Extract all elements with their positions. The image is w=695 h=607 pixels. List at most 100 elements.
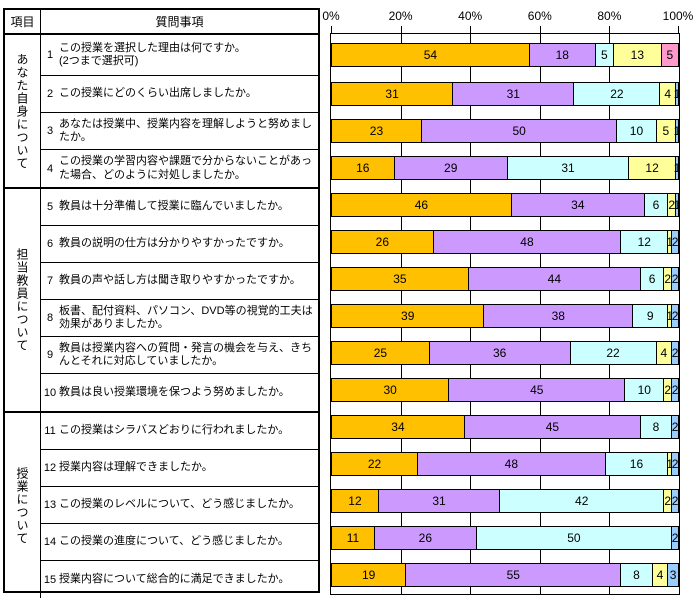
bar-segment-purple: 36	[428, 340, 570, 365]
question-text: 授業内容について総合的に満足できましたか。	[59, 573, 318, 587]
bar-segment-blue: 2	[671, 266, 679, 291]
bar-segment-gold: 19	[331, 562, 406, 587]
question-text-line: 教員の声や話し方は聞き取りやすかったですか。	[59, 274, 301, 287]
bar-segment-value: 31	[561, 160, 575, 175]
bar-segment-blue: 2	[671, 525, 679, 550]
question-text-line: 教員は十分準備して授業に臨んでいましたか。	[59, 200, 289, 213]
bar-segment-cyan: 22	[569, 340, 656, 365]
bar-segment-purple: 34	[510, 192, 644, 217]
bar-row: 30 45 10 2 2	[331, 371, 679, 408]
question-text: あなたは授業中、授業内容を理解しようと努めましたか。	[59, 118, 318, 145]
bar-segment-value: 1	[666, 308, 674, 323]
table-groups: あなた自身について 1 この授業を選択した理由は何ですか。 (2つまで選択可) 2 この授…	[5, 35, 318, 598]
bar-segment-value: 22	[367, 456, 382, 471]
bar-segment-cyan: 31	[506, 155, 629, 180]
axis-tick-mark	[678, 26, 679, 34]
question-text: この授業の進度について、どう感じましたか。	[59, 535, 318, 549]
bar-segment-value: 23	[369, 123, 384, 138]
bar-segment-blue: 3	[667, 562, 679, 587]
question-number: 2	[46, 88, 54, 100]
group-rows: 1 この授業を選択した理由は何ですか。 (2つまで選択可) 2 この授業にどのくらい出席…	[41, 35, 318, 187]
bar-segment-value: 22	[606, 345, 620, 360]
bar-segment-value: 2	[671, 530, 679, 545]
bar-row: 39 38 9 1 2	[331, 297, 679, 334]
bar-segment-cyan: 5	[594, 42, 614, 67]
bar-segment-value: 8	[633, 567, 640, 582]
bar-segment-value: 2	[671, 456, 679, 471]
bar-row: 25 36 22 4 2	[331, 334, 679, 371]
bar-segment-value: 1	[666, 234, 674, 249]
bar-segment-gold: 54	[331, 42, 529, 67]
bar-segment-value: 5	[601, 47, 608, 62]
question-row: 11 この授業はシラバスどおりに行われましたか。	[41, 413, 318, 450]
bar-segment-value: 5	[662, 123, 670, 138]
bar-segment-purple: 44	[467, 266, 640, 291]
question-text: 板書、配付資料、パソコン、DVD等の視覚的工夫は効果がありましたか。	[59, 305, 318, 332]
stacked-bar: 34 45 8 2	[331, 414, 679, 439]
bar-segment-cyan: 9	[632, 303, 668, 328]
stacked-bar: 25 36 22 4 2	[331, 340, 679, 365]
bar-segment-cyan: 10	[624, 377, 664, 402]
question-text: 教員は良い授業環境を保つよう努めましたか。	[59, 386, 318, 400]
question-text: 授業内容は理解できましたか。	[59, 461, 318, 475]
bar-row: 12 31 42 2 2	[331, 482, 679, 519]
stacked-bar: 30 45 10 2 2	[331, 377, 679, 402]
axis-tick-mark	[539, 26, 541, 34]
question-number: 14	[43, 536, 57, 548]
bar-segment-value: 13	[630, 47, 645, 62]
bar-segment-value: 44	[547, 271, 562, 286]
bar-row: 16 29 31 12 1	[331, 149, 681, 186]
bar-segment-gold: 35	[331, 266, 468, 291]
axis-tick-label: 0%	[322, 9, 340, 23]
bar-segment-yellow: 2	[667, 192, 676, 217]
question-group: あなた自身について 1 この授業を選択した理由は何ですか。 (2つまで選択可) 2 この授…	[5, 35, 318, 189]
axis-tick-label: 80%	[597, 9, 622, 23]
stacked-bar: 31 31 22 4 1	[331, 81, 680, 106]
bar-segment-purple: 55	[405, 562, 621, 587]
bar-row: 34 45 8 2	[331, 408, 679, 445]
axis-tick-label: 20%	[388, 9, 413, 23]
bar-segment-value: 2	[671, 493, 679, 508]
bar-row: 23 50 10 5 1	[331, 112, 680, 149]
bar-segment-blue: 2	[671, 303, 679, 328]
bar-segment-value: 12	[348, 493, 362, 508]
bar-segment-purple: 18	[528, 42, 595, 67]
group-label: 担当教員について	[5, 189, 41, 411]
question-row: 12 授業内容は理解できましたか。	[41, 450, 318, 487]
question-text-line: 授業内容について総合的に満足できましたか。	[59, 572, 290, 585]
bar-segment-value: 16	[356, 160, 370, 175]
bar-row: 19 55 8 4 3	[331, 556, 679, 593]
bar-segment-gold: 46	[331, 192, 511, 217]
bar-segment-cyan: 12	[620, 229, 668, 254]
bar-segment-value: 42	[575, 493, 589, 508]
bar-segment-value: 2	[671, 308, 679, 323]
bar-segment-value: 26	[418, 530, 433, 545]
bar-segment-value: 54	[423, 47, 438, 62]
bar-segment-gold: 23	[331, 118, 421, 143]
bar-segment-value: 2	[668, 197, 675, 212]
bar-segment-yellow: 4	[651, 562, 668, 587]
bar-row: 11 26 50 2	[331, 519, 679, 556]
question-row: 2 この授業にどのくらい出席しましたか。	[41, 76, 318, 113]
bar-segment-value: 1	[666, 456, 674, 471]
bar-row: 26 48 12 1 2	[331, 223, 679, 260]
bar-row: 35 44 6 2 2	[331, 260, 679, 297]
bar-segment-gold: 30	[331, 377, 449, 402]
bar-segment-value: 1	[673, 160, 681, 175]
bar-segment-value: 18	[555, 47, 569, 62]
bar-segment-blue: 2	[671, 340, 679, 365]
bar-segment-blue: 2	[671, 229, 679, 254]
bar-segment-purple: 26	[374, 525, 476, 550]
bar-row: 46 34 6 2 1	[331, 186, 680, 223]
axis-tick-label: 60%	[527, 9, 552, 23]
bar-segment-yellow: 1	[666, 451, 674, 476]
bar-segment-value: 50	[567, 530, 581, 545]
question-text-line: 教員は良い授業環境を保つよう努めましたか。	[59, 385, 290, 398]
plot-area: 0% 20% 40% 60% 80% 100% 54 18 5 13 5 31 31 22 4 1 23 50 10…	[322, 9, 693, 595]
bar-segment-value: 45	[545, 419, 560, 434]
bar-segment-cyan: 22	[573, 81, 660, 106]
bar-segment-yellow: 1	[666, 303, 674, 328]
question-text: 教員の声や話し方は聞き取りやすかったですか。	[59, 274, 318, 288]
bar-segment-cyan: 8	[639, 414, 672, 439]
bar-segment-yellow: 2	[663, 488, 672, 513]
